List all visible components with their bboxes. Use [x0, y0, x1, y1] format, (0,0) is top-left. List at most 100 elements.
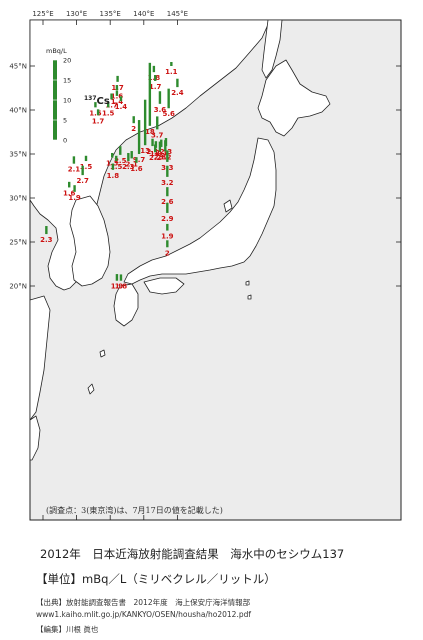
island-taiwan: [29, 415, 41, 461]
station: 2.6: [161, 187, 174, 206]
station-value: 1.7: [149, 83, 162, 91]
station-bar: [81, 165, 84, 176]
station-value: 2.5: [114, 157, 127, 165]
caption-title: 2012年 日本近海放射能調査結果 海水中のセシウム137: [40, 547, 345, 561]
lon-label: 135°E: [100, 10, 121, 18]
lon-label: 140°E: [133, 10, 154, 18]
station: 1.1: [165, 62, 178, 76]
station-value: 1.9: [111, 283, 124, 291]
station-value: 1.6: [63, 189, 76, 197]
legend-value: 0: [63, 137, 67, 145]
legend-value: 15: [63, 77, 71, 85]
station-bar: [127, 152, 130, 162]
station-bar: [106, 102, 110, 108]
legend-element: Cs: [97, 96, 110, 107]
station-bar: [115, 274, 119, 281]
lat-label: 20°N: [9, 283, 27, 291]
island-sado: [223, 199, 233, 213]
station: 2.5: [114, 146, 127, 165]
station-value: 3.2: [161, 179, 174, 187]
station-bar: [148, 62, 152, 126]
station: 1.6: [63, 181, 76, 197]
station: 1.6: [130, 157, 143, 173]
station-value: 3.7: [151, 131, 164, 139]
legend: mBq/L 20 15 10 5 0 137Cs: [46, 47, 110, 145]
station-bar: [135, 157, 138, 163]
station: 2.2: [149, 144, 162, 162]
station-value: 1.9: [68, 194, 81, 202]
station: 5.6: [162, 88, 175, 118]
station-bar: [154, 75, 157, 81]
station-value: 2.3: [40, 236, 53, 244]
legend-value: 10: [63, 97, 71, 105]
station-value: 1.6: [111, 93, 124, 101]
station-value: 1.6: [130, 165, 143, 173]
station-value: 2: [165, 249, 170, 257]
station-bar: [167, 88, 170, 109]
station: 2.9: [161, 202, 174, 223]
station: 9.7: [133, 120, 145, 164]
lon-label: 145°E: [167, 10, 188, 18]
station: 1.5: [102, 102, 115, 117]
station: 2.8: [154, 141, 167, 161]
station: 1.7: [105, 93, 118, 109]
station-bar: [68, 181, 71, 188]
legend-unit: mBq/L: [46, 47, 67, 55]
station-bar: [119, 146, 122, 155]
legend-value: 5: [63, 117, 67, 125]
station-bar: [166, 223, 169, 231]
station-bar: [166, 202, 169, 213]
station-bar: [119, 96, 123, 102]
island-honshu: [123, 137, 277, 285]
lat-label: 25°N: [9, 239, 27, 247]
station-value: 5.6: [162, 110, 175, 118]
station-value: 1.4: [115, 103, 128, 111]
station: 1.5: [110, 155, 123, 171]
station-value: 1.5: [110, 163, 123, 171]
station-value: 2.6: [161, 198, 174, 206]
station: 2.4: [171, 78, 184, 97]
island-amami: [99, 349, 106, 358]
station-bar: [110, 93, 113, 100]
station-value: 1.8: [107, 172, 120, 180]
landmass-china-south: [29, 295, 51, 421]
station: 1.3: [106, 152, 119, 168]
station: 1.8: [148, 65, 160, 82]
stations-layer: 1.11.81.72.41.71.61.41.71.41.51.51.73.65…: [40, 62, 184, 291]
station: 13: [140, 99, 150, 155]
station-bar: [72, 156, 76, 164]
station: 2: [165, 240, 170, 257]
landmass-korea: [69, 195, 111, 287]
source-link[interactable]: www1.kaiho.mlit.go.jp/KANKYO/OSEN/housha…: [36, 610, 251, 619]
station-bar: [94, 102, 97, 108]
station: 18: [145, 62, 155, 136]
station-value: 2: [131, 125, 136, 133]
station-value: 2.1: [68, 166, 81, 174]
station-value: 1.5: [80, 163, 93, 171]
station: 2.1: [146, 138, 159, 156]
station-bar: [45, 226, 48, 235]
station-bar: [115, 85, 119, 91]
station-bar: [156, 116, 159, 130]
station-bar: [160, 139, 163, 147]
station: 2: [131, 116, 136, 133]
station-value: 2.7: [76, 177, 89, 185]
station: 2.3: [40, 226, 53, 244]
legend-nuclide: 137Cs: [84, 95, 110, 107]
station: 3.7: [151, 116, 164, 139]
station-bar: [166, 240, 169, 248]
legend-mass-number: 137: [84, 95, 97, 102]
station: 1.9: [150, 141, 162, 158]
station-value: 1.9: [161, 233, 174, 241]
station: 1.8: [115, 274, 127, 291]
station-bar: [111, 163, 115, 170]
station-bar: [115, 91, 119, 96]
station-bar: [158, 91, 162, 104]
island-izu-1: [245, 280, 250, 286]
station-value: 2.8: [154, 153, 167, 161]
station-bar: [158, 141, 162, 152]
station: 3.2: [161, 165, 174, 187]
station: 1.7: [149, 75, 162, 91]
station: 1.9: [68, 185, 81, 202]
island-sakhalin: [261, 19, 283, 79]
